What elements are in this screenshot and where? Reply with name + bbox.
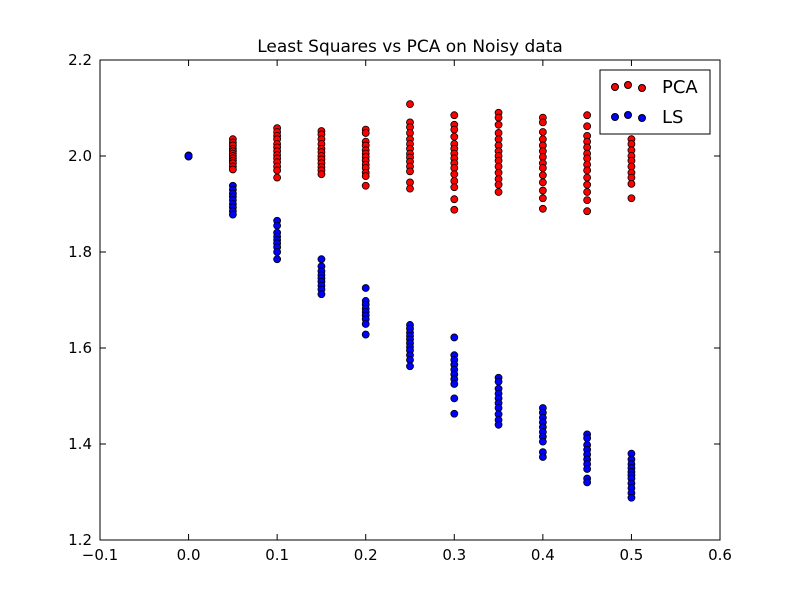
- pca-point-98: [538, 118, 547, 127]
- pca-point-28: [273, 173, 282, 182]
- x-tick-label: 0.1: [265, 546, 289, 564]
- pca-point-112: [583, 122, 592, 131]
- ls-point-90: [583, 478, 592, 487]
- pca-point-119: [583, 166, 592, 175]
- x-tick-label: 0.2: [354, 546, 378, 564]
- pca-point-71: [450, 132, 459, 141]
- x-tick-label: 0.6: [708, 546, 732, 564]
- ls-point-12: [228, 210, 237, 219]
- ls-point-51: [450, 333, 459, 342]
- legend-marker-pca-3: [638, 84, 646, 92]
- ls-point-60: [450, 409, 459, 418]
- pca-point-81: [450, 195, 459, 204]
- ls-point-62: [494, 377, 503, 386]
- pca-point-95: [494, 180, 503, 189]
- pca-point-53: [361, 181, 370, 190]
- pca-point-99: [538, 128, 547, 136]
- pca-point-123: [583, 196, 592, 205]
- ls-point-22: [317, 255, 326, 264]
- ls-point-21: [273, 255, 282, 264]
- ls-point-30: [317, 290, 326, 299]
- pca-point-121: [583, 180, 592, 189]
- pca-point-122: [583, 188, 592, 196]
- ls-point-14: [273, 221, 282, 230]
- chart-title: Least Squares vs PCA on Noisy data: [257, 37, 563, 57]
- pca-point-42: [361, 129, 370, 137]
- x-tick-label: 0.0: [177, 546, 201, 564]
- legend-label-ls: LS: [662, 107, 683, 128]
- pca-point-133: [627, 179, 636, 188]
- pca-point-96: [494, 188, 503, 196]
- pca-point-84: [494, 113, 503, 122]
- pca-point-52: [361, 172, 370, 181]
- pca-point-54: [406, 100, 414, 109]
- y-tick-label: 1.8: [68, 243, 92, 261]
- pca-point-111: [583, 111, 592, 120]
- x-tick-label: 0.5: [619, 546, 643, 564]
- pca-point-67: [406, 184, 414, 193]
- pca-point-110: [538, 204, 547, 213]
- ls-point-59: [450, 394, 459, 403]
- y-tick-label: 1.2: [68, 531, 92, 549]
- legend: PCA LS: [599, 69, 711, 135]
- legend-marker-ls-2: [624, 111, 632, 119]
- ls-point-31: [361, 284, 370, 292]
- legend-box: [599, 69, 711, 135]
- ls-point-80: [538, 453, 547, 461]
- ls-point-58: [450, 380, 459, 388]
- pca-point-40: [317, 170, 326, 179]
- ls-point-50: [406, 362, 414, 371]
- pca-point-78: [450, 170, 459, 179]
- pca-point-124: [583, 207, 592, 216]
- pca-point-105: [538, 164, 547, 172]
- pca-point-85: [494, 120, 503, 129]
- pca-point-70: [450, 125, 459, 134]
- x-tick-label: 0.3: [442, 546, 466, 564]
- legend-label-pca: PCA: [662, 77, 698, 98]
- ls-point-70: [494, 420, 503, 429]
- y-tick-label: 1.6: [68, 339, 92, 357]
- legend-marker-ls-3: [638, 114, 646, 122]
- ls-point-101: [627, 493, 636, 502]
- ls-point-78: [538, 437, 547, 446]
- plot-frame: [99, 59, 721, 541]
- legend-marker-pca-1: [611, 83, 619, 91]
- pca-point-106: [538, 171, 547, 180]
- ls-point-20: [273, 248, 282, 256]
- ls-point-88: [583, 465, 592, 473]
- y-tick-label: 1.4: [68, 435, 92, 453]
- x-tick-label: 0.4: [531, 546, 555, 564]
- pca-point-109: [538, 194, 547, 203]
- ls-point-3: [184, 152, 193, 160]
- pca-point-65: [406, 167, 414, 176]
- pca-point-107: [538, 178, 547, 187]
- pca-point-80: [450, 183, 459, 192]
- x-tick-label: −0.1: [82, 546, 118, 564]
- pca-point-134: [627, 194, 636, 203]
- legend-marker-pca-2: [624, 81, 632, 89]
- y-tick-label: 2.0: [68, 147, 92, 165]
- pca-point-27: [273, 166, 282, 175]
- ticks-layer: −0.1 0.0 0.1 0.2 0.3 0.4 0.5 0.6 1.2 1.4 1.6 1.8 2.0…: [68, 51, 732, 564]
- ls-point-39: [361, 330, 370, 339]
- pca-point-120: [583, 173, 592, 182]
- legend-marker-ls-1: [611, 113, 619, 121]
- points-layer: [184, 100, 636, 502]
- pca-point-108: [538, 186, 547, 195]
- pca-point-15: [228, 165, 237, 174]
- pca-point-68: [450, 111, 459, 120]
- pca-point-82: [450, 205, 459, 214]
- ls-point-82: [583, 434, 592, 443]
- ls-point-38: [361, 320, 370, 328]
- y-tick-label: 2.2: [68, 51, 92, 69]
